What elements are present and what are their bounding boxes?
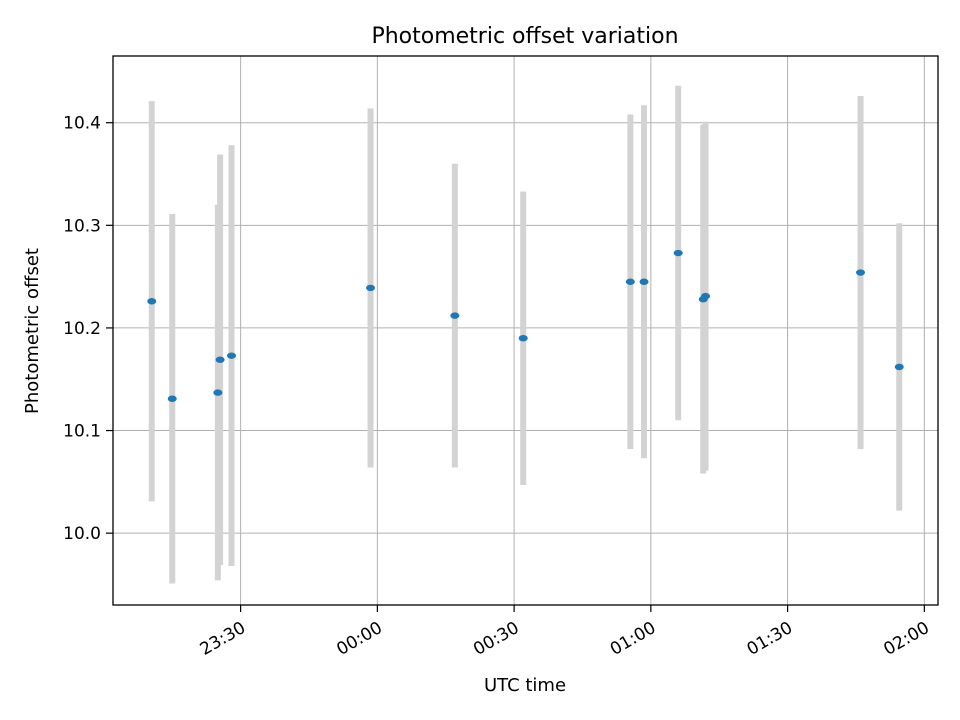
x-ticks: 23:30 00:00 00:30 01:00 01:30 02:00 <box>197 605 933 660</box>
x-axis-label: UTC time <box>484 675 566 696</box>
y-tick-label: 10.4 <box>63 114 101 134</box>
data-point <box>673 249 683 257</box>
y-axis-label: Photometric offset <box>22 248 43 414</box>
y-tick-label: 10.0 <box>63 524 101 544</box>
data-points <box>147 249 904 402</box>
data-point <box>147 298 157 305</box>
x-tick-label: 00:00 <box>333 618 385 660</box>
data-point <box>215 356 225 363</box>
data-point <box>450 312 460 319</box>
data-point <box>227 352 237 359</box>
data-point <box>856 269 866 276</box>
x-tick-label: 01:00 <box>607 618 659 660</box>
y-tick-label: 10.3 <box>63 216 101 236</box>
data-point <box>894 363 904 371</box>
y-tick-label: 10.1 <box>63 422 101 442</box>
x-tick-label: 01:30 <box>744 618 796 660</box>
data-point <box>625 278 635 285</box>
data-point <box>167 395 177 402</box>
plot-frame <box>112 55 939 606</box>
y-tick-label: 10.2 <box>63 319 101 339</box>
x-tick-label: 00:30 <box>470 618 522 660</box>
data-point <box>366 284 376 292</box>
data-point <box>701 292 711 300</box>
data-point <box>213 389 223 396</box>
data-point <box>518 334 528 342</box>
chart-title: Photometric offset variation <box>371 24 678 49</box>
data-point <box>639 278 649 285</box>
x-tick-label: 02:00 <box>880 618 932 660</box>
y-ticks: 10.0 10.1 10.2 10.3 10.4 <box>63 114 113 544</box>
x-tick-label: 23:30 <box>197 618 249 660</box>
